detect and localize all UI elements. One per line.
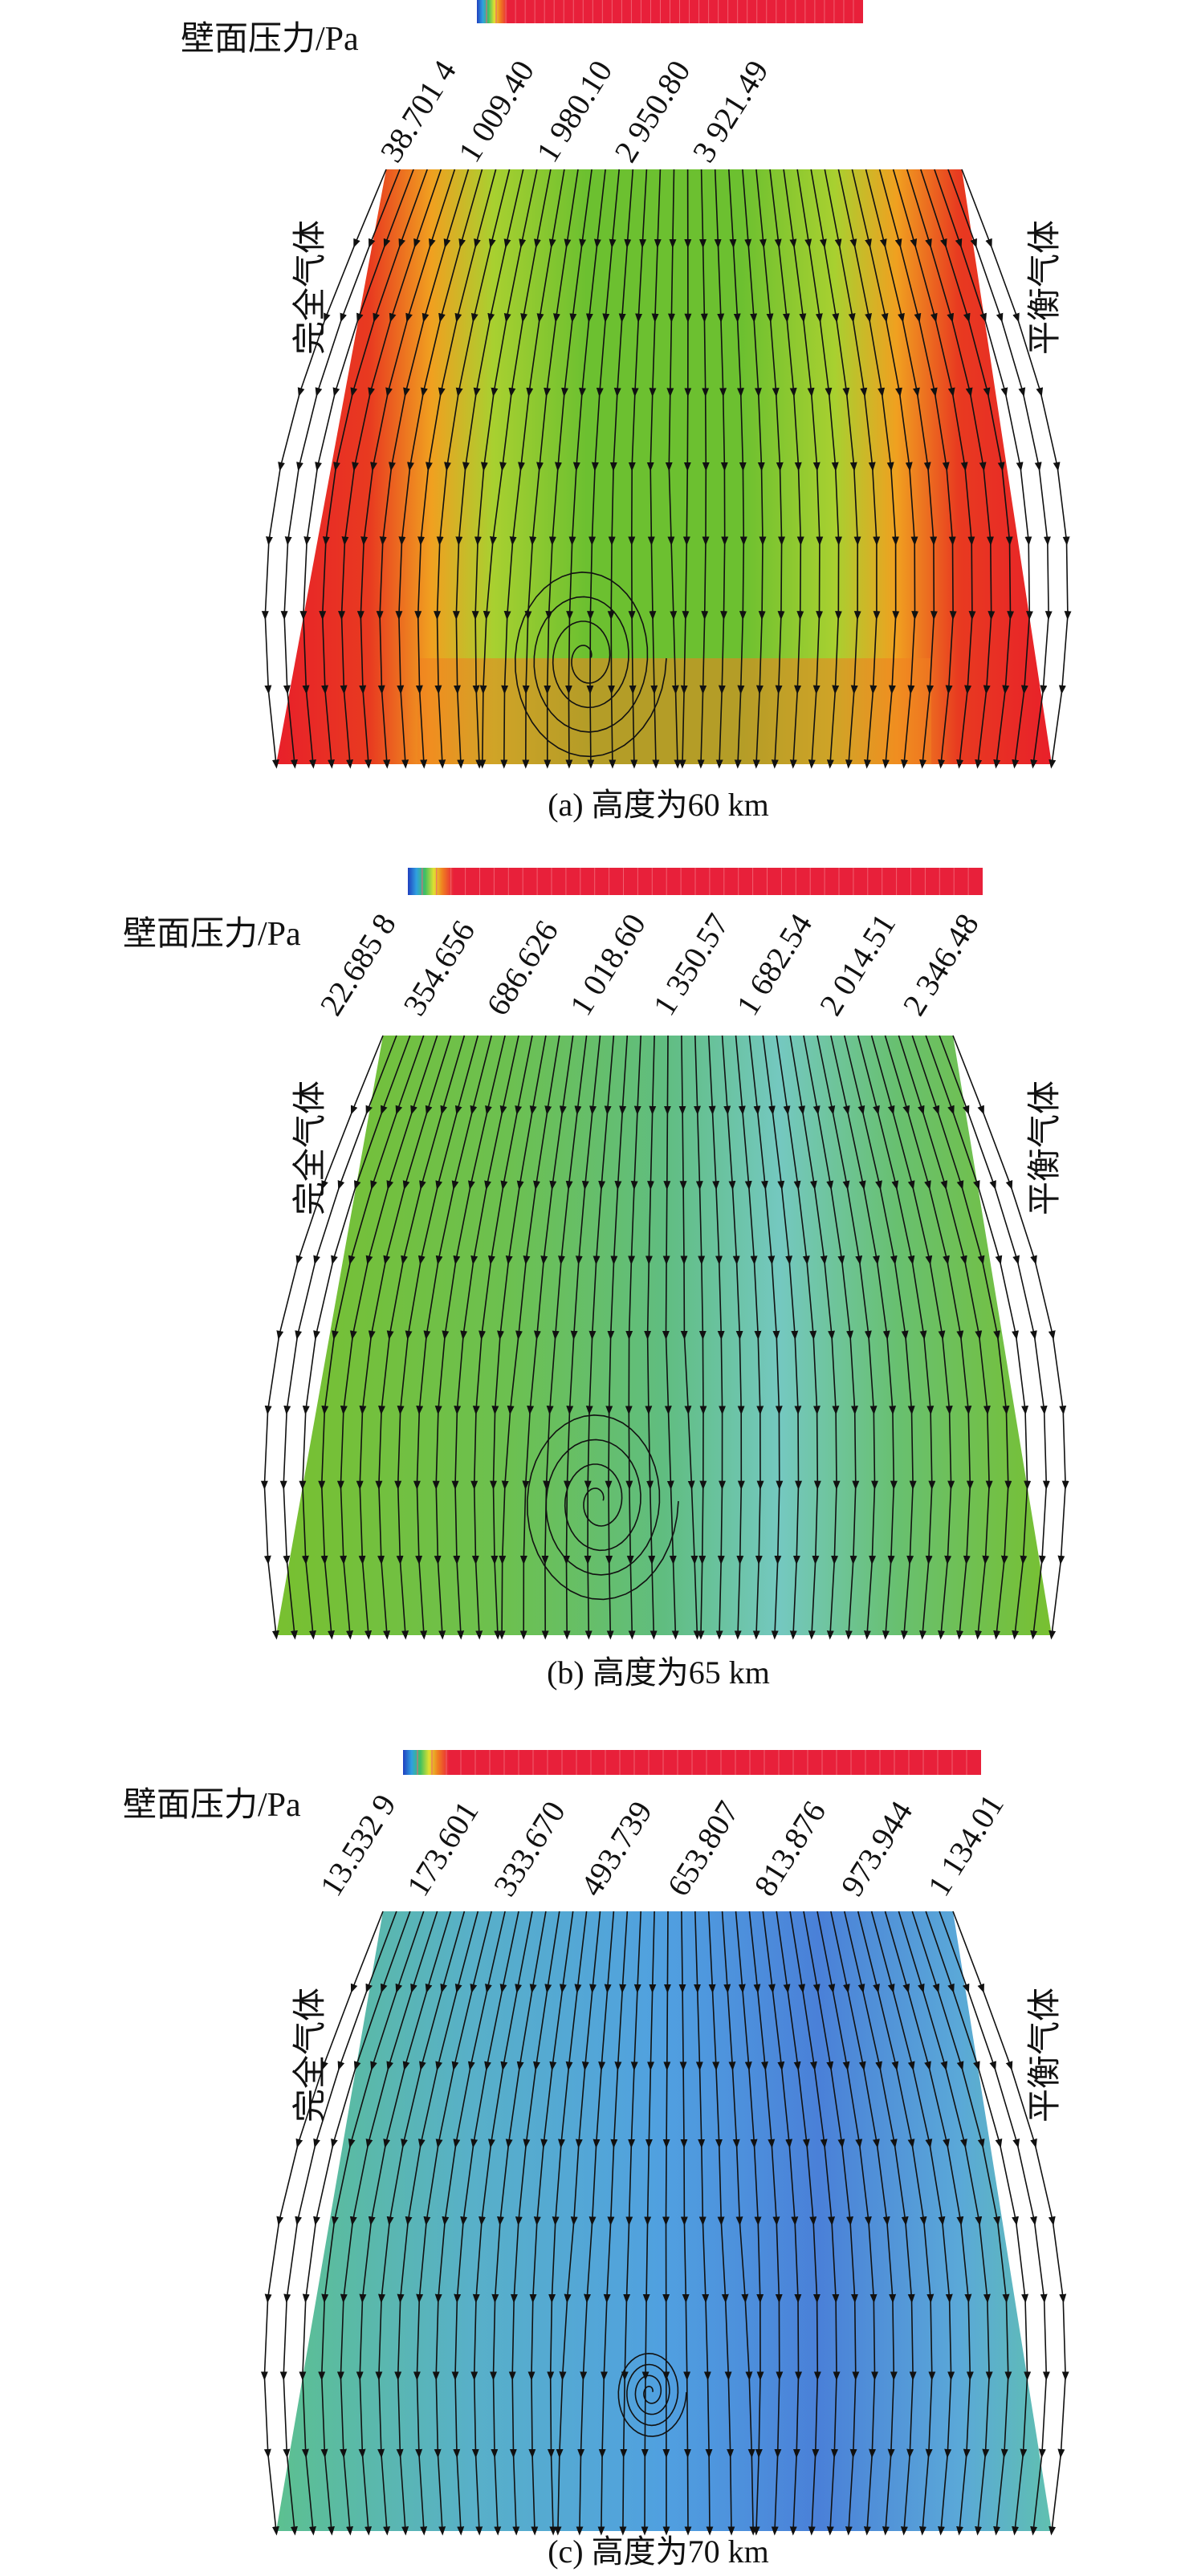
left-label: 完全气体 — [291, 1080, 329, 1215]
streamline — [728, 169, 747, 769]
colorbar-tick-label: 3 921.49 — [685, 54, 775, 169]
streamline — [678, 169, 692, 769]
colorbar-label: 壁面压力/Pa — [181, 21, 359, 58]
caption: (c) 高度为70 km — [548, 2533, 769, 2570]
colorbar-tick-label: 13.532 9 — [312, 1788, 402, 1902]
colorbar-tick-label: 493.739 — [573, 1795, 659, 1902]
streamline — [607, 169, 634, 769]
streamline — [678, 1035, 701, 1640]
caption: (a) 高度为60 km — [548, 787, 769, 823]
streamline — [952, 1911, 1069, 2536]
streamline — [707, 1035, 727, 1640]
colorbar-tick-label: 2 014.51 — [812, 907, 902, 1022]
colorbar-label: 壁面压力/Pa — [123, 1787, 301, 1824]
vortex — [514, 571, 667, 758]
streamline — [662, 1911, 671, 2536]
streamline — [961, 169, 1072, 769]
colorbar-tick-label: 686.626 — [479, 914, 565, 1022]
colorbar-label: 壁面压力/Pa — [123, 916, 301, 953]
colorbar-tick-label: 354.656 — [396, 914, 482, 1022]
colorbar-tick-label: 38.701 4 — [373, 54, 462, 169]
caption: (b) 高度为65 km — [547, 1654, 770, 1691]
colorbar-tick-label: 22.685 8 — [312, 907, 402, 1022]
colorbar-tick-label: 653.807 — [660, 1795, 746, 1902]
streamline — [625, 1035, 641, 1640]
right-label: 平衡气体 — [1027, 1080, 1064, 1215]
right-label: 平衡气体 — [1027, 1988, 1064, 2122]
streamline — [641, 1911, 657, 2536]
colorbar-tick-label: 1 134.01 — [920, 1788, 1010, 1902]
colorbar-tick-label: 1 980.10 — [529, 54, 619, 169]
streamline — [697, 169, 710, 769]
colorbar-tick-label: 1 682.54 — [729, 907, 819, 1022]
panel: 壁面压力/Pa 38.701 41 009.401 980.102 950.803… — [181, 0, 1072, 823]
right-label: 平衡气体 — [1027, 220, 1064, 355]
streamline — [694, 1911, 714, 2536]
streamline — [678, 1911, 692, 2536]
streamline — [665, 169, 682, 769]
streamline — [714, 169, 729, 769]
vortex — [526, 1414, 679, 1601]
colorbar-tick-label: 2 346.48 — [895, 907, 985, 1022]
vortex — [617, 2352, 687, 2437]
streamline — [694, 1035, 707, 1640]
colorbar-tick-label: 813.876 — [747, 1795, 833, 1902]
colorbar-tick-label: 173.601 — [400, 1795, 486, 1902]
colorbar-tick-label: 1 350.57 — [645, 907, 735, 1022]
streamline — [952, 1035, 1069, 1640]
colorbar-tick-label: 2 950.80 — [607, 54, 697, 169]
streamline — [605, 1035, 629, 1640]
left-label: 完全气体 — [291, 1988, 329, 2122]
streamline — [646, 169, 662, 769]
colorbar-tick-label: 1 018.60 — [563, 907, 653, 1022]
colorbar-tick-label: 973.944 — [833, 1795, 919, 1902]
streamline — [619, 1911, 641, 2536]
streamline — [628, 169, 648, 769]
left-label: 完全气体 — [291, 220, 329, 355]
colorbar-tick-label: 333.670 — [487, 1795, 572, 1902]
streamline — [644, 1035, 658, 1640]
colorbar-tick-label: 1 009.40 — [451, 54, 541, 169]
